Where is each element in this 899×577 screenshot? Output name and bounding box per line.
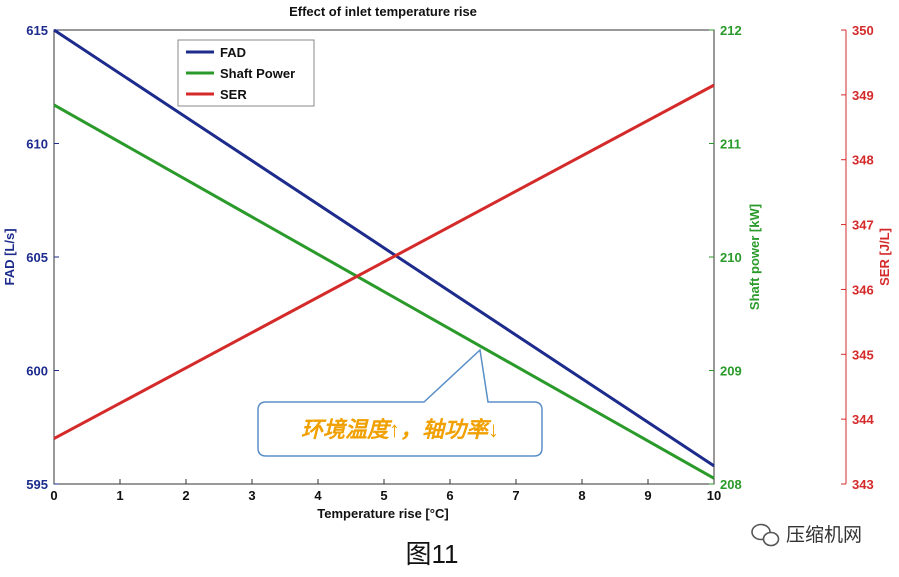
fad-tick-label: 615 <box>26 23 48 38</box>
shaft-power-tick-label: 209 <box>720 364 742 379</box>
legend-label-shaft-power: Shaft Power <box>220 66 295 81</box>
ser-tick-label: 345 <box>852 347 874 362</box>
wechat-icon <box>751 523 780 547</box>
x-tick-label: 5 <box>380 488 387 503</box>
chart-title: Effect of inlet temperature rise <box>289 4 477 19</box>
fad-tick-label: 605 <box>26 250 48 265</box>
fad-tick-label: 600 <box>26 364 48 379</box>
legend-label-fad: FAD <box>220 45 246 60</box>
shaft-power-tick-label: 208 <box>720 477 742 492</box>
ticks-layer: 0 1 2 3 4 5 6 7 8 9 105956006056106152082092102112… <box>26 23 874 503</box>
shaft-power-tick-label: 210 <box>720 250 742 265</box>
x-tick-label: 4 <box>314 488 322 503</box>
ser-tick-label: 346 <box>852 282 874 297</box>
series-line-ser <box>53 83 715 440</box>
ser-tick-label: 350 <box>852 23 874 38</box>
x-tick-label: 8 <box>578 488 585 503</box>
callout-text: 环境温度↑，轴功率↓ <box>301 417 499 442</box>
watermark: 压缩机网 <box>751 523 862 547</box>
callout: 环境温度↑，轴功率↓ <box>257 348 543 457</box>
series-line-shaft-power <box>53 103 715 480</box>
legend-label-ser: SER <box>220 87 247 102</box>
ser-tick-label: 349 <box>852 88 874 103</box>
figure-caption: 图11 <box>406 539 459 569</box>
x-tick-label: 6 <box>446 488 453 503</box>
x-tick-label: 0 <box>50 488 57 503</box>
shaft-power-tick-label: 212 <box>720 23 742 38</box>
fad-tick-label: 610 <box>26 137 48 152</box>
watermark-text: 压缩机网 <box>786 524 862 546</box>
callout-bubble <box>257 348 543 457</box>
series-line-fad <box>53 28 715 468</box>
ser-tick-label: 347 <box>852 218 874 233</box>
fad-axis-title: FAD [L/s] <box>2 228 17 285</box>
ser-axis-title: SER [J/L] <box>877 228 892 286</box>
ser-tick-label: 348 <box>852 153 874 168</box>
x-axis-title: Temperature rise [°C] <box>317 506 448 521</box>
fad-tick-label: 595 <box>26 477 48 492</box>
shaft-power-tick-label: 211 <box>720 137 741 152</box>
ser-tick-label: 343 <box>852 477 874 492</box>
x-tick-label: 3 <box>248 488 255 503</box>
ser-tick-label: 344 <box>852 412 874 427</box>
x-tick-label: 7 <box>512 488 519 503</box>
shaft-power-axis-title: Shaft power [kW] <box>747 204 762 310</box>
legend: FAD Shaft Power SER <box>177 39 315 107</box>
x-tick-label: 1 <box>116 488 123 503</box>
x-tick-label: 10 <box>707 488 721 503</box>
x-tick-label: 9 <box>644 488 651 503</box>
x-tick-label: 2 <box>182 488 189 503</box>
series-layer <box>53 28 715 480</box>
